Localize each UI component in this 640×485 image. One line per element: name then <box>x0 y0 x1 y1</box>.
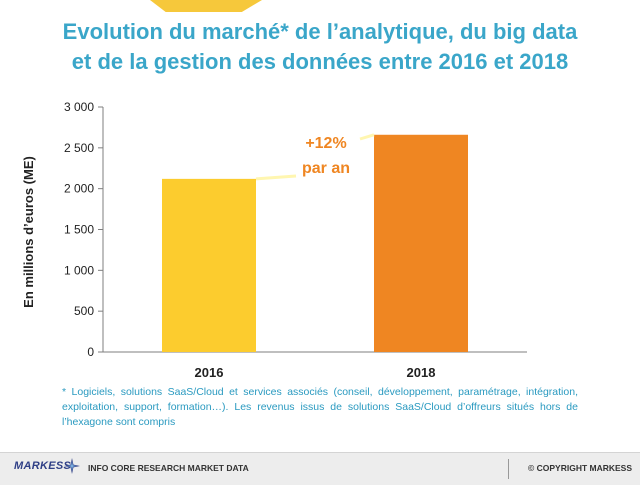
annotation-rate: par an <box>302 160 350 177</box>
footer-tagline: INFO CORE RESEARCH MARKET DATA <box>88 463 249 473</box>
x-tick-labels: 2016 2018 <box>195 365 436 380</box>
y-tick-label: 1 500 <box>64 223 94 237</box>
bar-chart: 0 500 1 000 1 500 2 000 2 500 3 000 2016 2018 +… <box>64 100 527 380</box>
footer-bar: MARKESS INFO CORE RESEARCH MARKET DATA ©… <box>0 452 640 485</box>
bars <box>162 134 468 352</box>
decorative-header-tab <box>150 0 262 12</box>
annotation-percent: +12% <box>305 135 346 152</box>
bar-2018 <box>374 134 468 352</box>
footer-divider <box>508 459 509 479</box>
y-axis: 0 500 1 000 1 500 2 000 2 500 3 000 <box>64 100 104 359</box>
y-tick-label: 1 000 <box>64 263 94 277</box>
connector-line-left <box>255 174 297 181</box>
y-tick-label: 2 000 <box>64 182 94 196</box>
chart-title: Evolution du marché* de l’analytique, du… <box>0 17 640 77</box>
copyright-text: © COPYRIGHT MARKESS <box>528 463 633 473</box>
growth-annotation: +12% par an <box>255 133 375 181</box>
x-tick-label: 2018 <box>407 365 436 380</box>
star-logo-icon <box>64 458 80 474</box>
bar-2016 <box>162 178 256 352</box>
y-ticks: 0 500 1 000 1 500 2 000 2 500 3 000 <box>64 100 103 359</box>
chart-title-line-1: Evolution du marché* de l’analytique, du… <box>62 19 578 44</box>
y-tick-label: 500 <box>74 304 94 318</box>
chart-title-line-2: et de la gestion des données entre 2016 … <box>71 49 569 74</box>
brand-logo-text: MARKESS <box>14 460 72 472</box>
y-tick-label: 2 500 <box>64 141 94 155</box>
connector-line-right <box>359 133 375 141</box>
y-tick-label: 3 000 <box>64 100 94 114</box>
x-tick-label: 2016 <box>195 365 224 380</box>
footnote: * Logiciels, solutions SaaS/Cloud et ser… <box>62 386 578 428</box>
y-tick-label: 0 <box>87 345 94 359</box>
